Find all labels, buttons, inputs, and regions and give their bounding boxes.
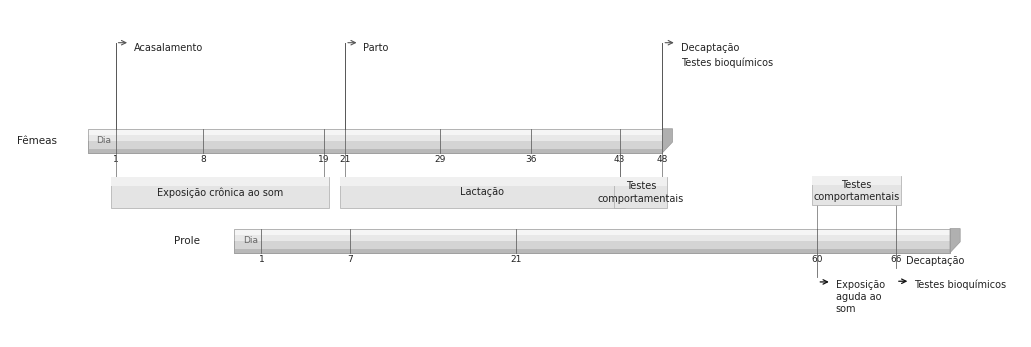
- Text: 8: 8: [200, 155, 206, 164]
- Bar: [340, 177, 625, 186]
- Bar: [88, 129, 662, 153]
- Text: 7: 7: [347, 255, 353, 264]
- Text: 60: 60: [811, 255, 823, 264]
- Text: 43: 43: [613, 155, 625, 164]
- Bar: [614, 177, 667, 208]
- Text: Testes bioquímicos: Testes bioquímicos: [914, 279, 1006, 290]
- Polygon shape: [662, 129, 672, 153]
- Text: 21: 21: [510, 255, 522, 264]
- Text: 29: 29: [434, 155, 445, 164]
- Bar: [614, 177, 667, 186]
- Bar: [234, 235, 950, 240]
- Text: Decaptação: Decaptação: [680, 43, 739, 53]
- Text: Testes
comportamentais: Testes comportamentais: [813, 179, 900, 202]
- Bar: [234, 229, 950, 235]
- Text: Exposição
aguda ao
som: Exposição aguda ao som: [836, 280, 885, 314]
- Text: Lactação: Lactação: [460, 187, 504, 197]
- Bar: [88, 129, 662, 135]
- Text: Prole: Prole: [174, 236, 200, 246]
- Bar: [234, 229, 950, 253]
- Bar: [110, 177, 329, 186]
- Text: Parto: Parto: [364, 43, 389, 53]
- Text: 1: 1: [259, 255, 264, 264]
- Bar: [88, 129, 662, 153]
- Bar: [234, 229, 950, 253]
- Text: 48: 48: [657, 155, 668, 164]
- Text: Dia: Dia: [96, 136, 111, 145]
- Text: Testes
comportamentais: Testes comportamentais: [598, 181, 684, 204]
- Bar: [340, 177, 625, 208]
- Text: Testes bioquímicos: Testes bioquímicos: [680, 57, 773, 68]
- Text: 19: 19: [318, 155, 330, 164]
- Text: Dia: Dia: [243, 236, 258, 245]
- Text: 66: 66: [890, 255, 902, 264]
- Text: Fêmeas: Fêmeas: [18, 136, 58, 146]
- Text: Decaptação: Decaptação: [906, 256, 964, 266]
- Bar: [812, 176, 901, 185]
- Text: 1: 1: [112, 155, 119, 164]
- Polygon shape: [950, 229, 960, 253]
- Text: Exposição crônica ao som: Exposição crônica ao som: [157, 187, 282, 198]
- Bar: [88, 149, 662, 153]
- Text: 21: 21: [339, 155, 351, 164]
- Text: 36: 36: [525, 155, 536, 164]
- Bar: [88, 135, 662, 141]
- Bar: [812, 176, 901, 205]
- Bar: [110, 177, 329, 208]
- Text: Acasalamento: Acasalamento: [134, 43, 203, 53]
- Bar: [234, 249, 950, 253]
